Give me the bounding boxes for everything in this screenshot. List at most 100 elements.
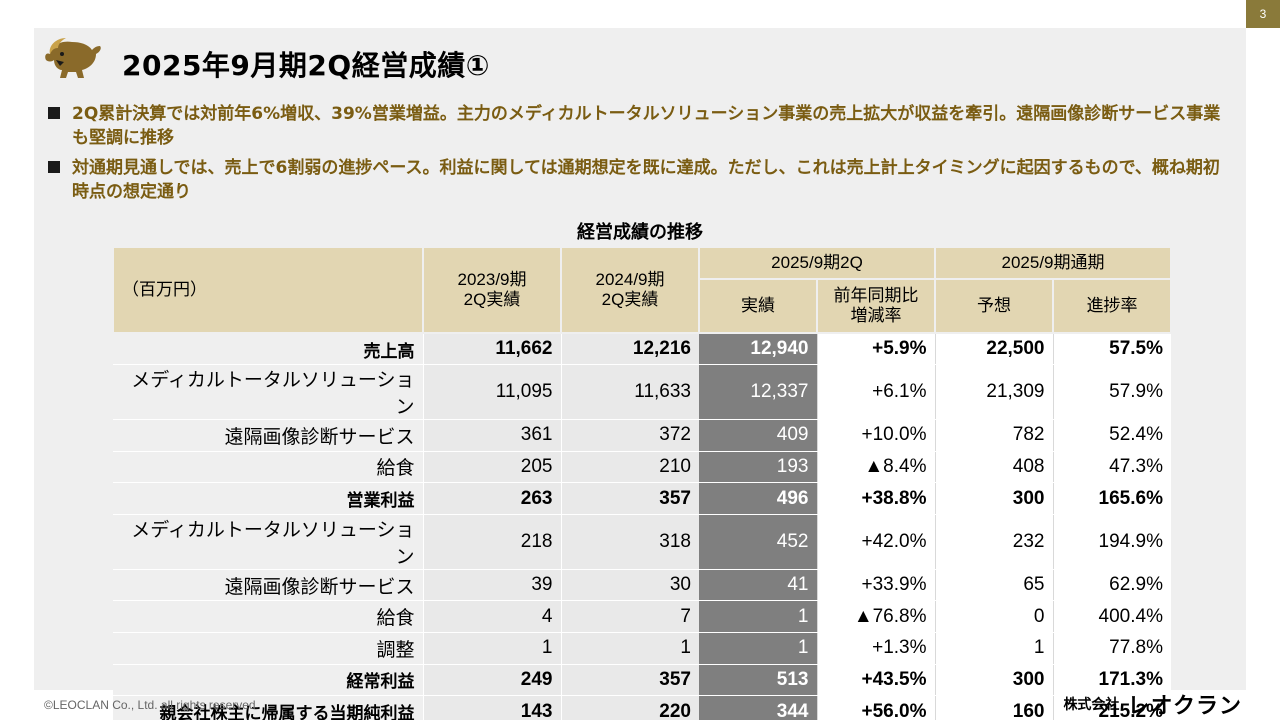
table-row: 営業利益 263 357 496 +38.8% 300 165.6%: [113, 482, 1171, 515]
cell-2025-actual: 409: [699, 419, 817, 452]
cell-2025-actual: 344: [699, 695, 817, 720]
cell-2025-actual: 496: [699, 482, 817, 515]
table-row: メディカルトータルソリューション 11,095 11,633 12,337 +6…: [113, 364, 1171, 421]
unit-label: （百万円）: [112, 246, 424, 334]
brand-name: レオクラン: [1127, 694, 1242, 719]
col-header-2024: 2024/9期 2Q実績: [560, 246, 700, 334]
cell-forecast: 300: [934, 664, 1053, 697]
cell-2024: 372: [560, 419, 699, 452]
cell-2025-actual: 193: [699, 451, 817, 484]
row-label: 給食: [113, 600, 423, 634]
cell-progress: 57.5%: [1052, 333, 1171, 366]
row-label: 遠隔画像診断サービス: [113, 569, 423, 602]
cell-yoy: +5.9%: [816, 333, 935, 366]
table-row: 経常利益 249 357 513 +43.5% 300 171.3%: [113, 664, 1171, 697]
cell-progress: 77.8%: [1052, 632, 1171, 665]
cell-progress: 171.3%: [1052, 664, 1171, 697]
cell-2024: 318: [560, 514, 699, 570]
cell-2024: 357: [560, 664, 699, 697]
row-label: 経常利益: [113, 664, 423, 697]
cell-2023: 143: [422, 695, 561, 720]
cell-2025-actual: 41: [699, 569, 817, 602]
cell-2025-actual: 513: [699, 664, 817, 697]
table-row: 給食 205 210 193 ▲8.4% 408 47.3%: [113, 451, 1171, 484]
col-group-2025-fy: 2025/9期通期: [934, 246, 1172, 280]
page-number: 3: [1246, 0, 1280, 28]
bullet-text: 2Q累計決算では対前年6%増収、39%営業増益。主力のメディカルトータルソリュー…: [72, 104, 1221, 148]
cell-2023: 39: [422, 569, 561, 602]
square-bullet-icon: [48, 107, 60, 119]
cell-2025-actual: 12,337: [699, 364, 817, 421]
lion-logo-icon: [45, 38, 101, 78]
cell-2023: 11,095: [422, 364, 561, 421]
financial-results-table: （百万円） 2023/9期 2Q実績 2024/9期 2Q実績 2025/9期2…: [112, 246, 1172, 720]
table-row: 親会社株主に帰属する当期純利益 143 220 344 +56.0% 160 2…: [113, 695, 1171, 720]
cell-forecast: 0: [934, 600, 1053, 634]
cell-forecast: 232: [934, 514, 1053, 570]
cell-yoy: +1.3%: [816, 632, 935, 665]
col-header-2023: 2023/9期 2Q実績: [422, 246, 562, 334]
bullet-text: 対通期見通しでは、売上で6割弱の進捗ペース。利益に関しては通期想定を既に達成。た…: [72, 158, 1220, 202]
cell-forecast: 782: [934, 419, 1053, 452]
square-bullet-icon: [48, 161, 60, 173]
cell-2024: 11,633: [560, 364, 699, 421]
cell-2024: 30: [560, 569, 699, 602]
cell-yoy: +33.9%: [816, 569, 935, 602]
cell-progress: 215.2%: [1052, 695, 1171, 720]
cell-2023: 11,662: [422, 333, 561, 366]
row-label: 遠隔画像診断サービス: [113, 419, 423, 452]
cell-yoy: +42.0%: [816, 514, 935, 570]
cell-forecast: 300: [934, 482, 1053, 515]
col-group-2025-2q: 2025/9期2Q: [698, 246, 936, 280]
cell-2023: 205: [422, 451, 561, 484]
cell-yoy: +38.8%: [816, 482, 935, 515]
sub-header-actual: 実績: [698, 278, 818, 334]
table-row: 売上高 11,662 12,216 12,940 +5.9% 22,500 57…: [113, 333, 1171, 366]
copyright-text: ©LEOCLAN Co., Ltd. all rights reserved: [44, 698, 256, 712]
cell-2024: 1: [560, 632, 699, 665]
summary-bullets: 2Q累計決算では対前年6%増収、39%営業増益。主力のメディカルトータルソリュー…: [46, 102, 1226, 210]
cell-yoy: ▲8.4%: [816, 451, 935, 484]
cell-forecast: 408: [934, 451, 1053, 484]
row-label: 営業利益: [113, 482, 423, 515]
table-row: 遠隔画像診断サービス 39 30 41 +33.9% 65 62.9%: [113, 569, 1171, 602]
cell-forecast: 22,500: [934, 333, 1053, 366]
table-row: 給食 4 7 1 ▲76.8% 0 400.4%: [113, 600, 1171, 634]
cell-progress: 57.9%: [1052, 364, 1171, 421]
bullet-item: 2Q累計決算では対前年6%増収、39%営業増益。主力のメディカルトータルソリュー…: [46, 102, 1226, 150]
cell-2023: 361: [422, 419, 561, 452]
cell-2025-actual: 1: [699, 632, 817, 665]
cell-yoy: +56.0%: [816, 695, 935, 720]
cell-2023: 218: [422, 514, 561, 570]
cell-2024: 220: [560, 695, 699, 720]
cell-2024: 210: [560, 451, 699, 484]
company-brand: 株式会社 レオクラン: [1063, 688, 1242, 720]
cell-2025-actual: 1: [699, 600, 817, 634]
row-label: メディカルトータルソリューション: [113, 514, 423, 570]
page-title: 2025年9月期2Q経営成績①: [122, 49, 490, 82]
cell-forecast: 65: [934, 569, 1053, 602]
table-title: 経営成績の推移: [577, 222, 703, 243]
row-label: 調整: [113, 632, 423, 665]
sub-header-yoy: 前年同期比 増減率: [816, 278, 936, 334]
cell-yoy: ▲76.8%: [816, 600, 935, 634]
table-row: 遠隔画像診断サービス 361 372 409 +10.0% 782 52.4%: [113, 419, 1171, 452]
cell-2023: 249: [422, 664, 561, 697]
row-label: 給食: [113, 451, 423, 484]
bullet-item: 対通期見通しでは、売上で6割弱の進捗ペース。利益に関しては通期想定を既に達成。た…: [46, 156, 1226, 204]
row-label: メディカルトータルソリューション: [113, 364, 423, 421]
cell-progress: 165.6%: [1052, 482, 1171, 515]
cell-forecast: 21,309: [934, 364, 1053, 421]
cell-2024: 357: [560, 482, 699, 515]
table-row: メディカルトータルソリューション 218 318 452 +42.0% 232 …: [113, 514, 1171, 570]
cell-progress: 400.4%: [1052, 600, 1171, 634]
cell-progress: 194.9%: [1052, 514, 1171, 570]
sub-header-progress: 進捗率: [1052, 278, 1172, 334]
cell-2025-actual: 12,940: [699, 333, 817, 366]
cell-2024: 12,216: [560, 333, 699, 366]
row-label: 売上高: [113, 333, 423, 366]
cell-progress: 52.4%: [1052, 419, 1171, 452]
cell-2023: 4: [422, 600, 561, 634]
cell-2023: 1: [422, 632, 561, 665]
table-row: 調整 1 1 1 +1.3% 1 77.8%: [113, 632, 1171, 665]
